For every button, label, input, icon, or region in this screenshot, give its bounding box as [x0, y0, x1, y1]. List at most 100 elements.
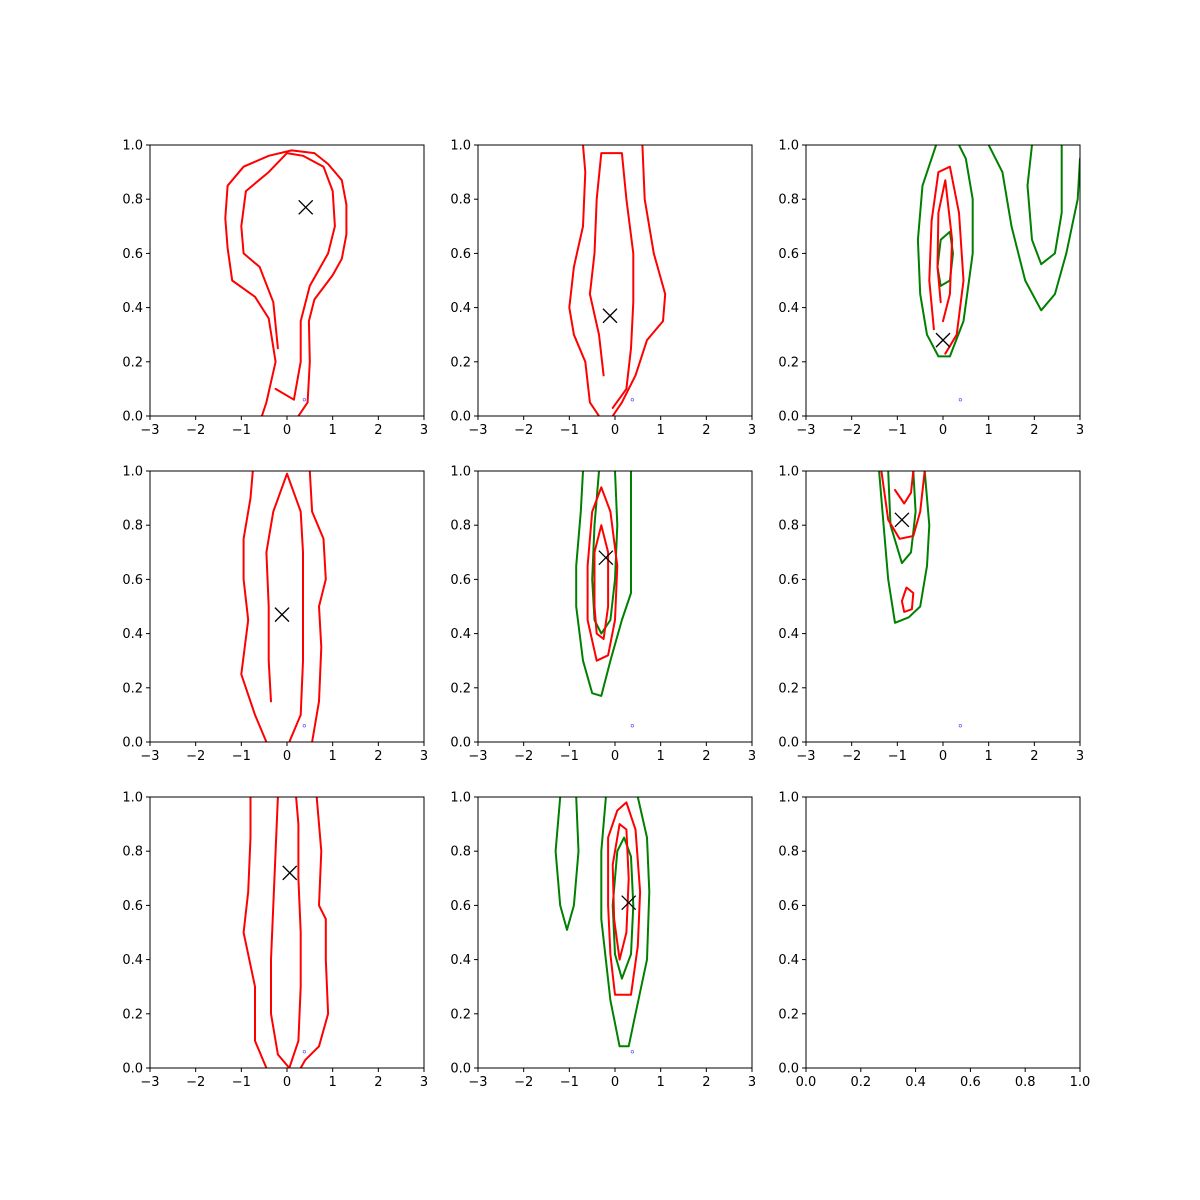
- x-tick-label: 0.0: [796, 1075, 817, 1090]
- small-point: [630, 1050, 634, 1054]
- small-point: [302, 398, 306, 402]
- x-tick-label: 0: [283, 1075, 291, 1090]
- x-tick-label: 3: [748, 1075, 756, 1090]
- x-tick-label: −1: [560, 423, 579, 438]
- x-tick-label: −2: [514, 749, 533, 764]
- y-tick-label: 1.0: [450, 465, 471, 480]
- y-tick-label: 0.6: [122, 247, 143, 262]
- y-tick-label: 0.2: [122, 681, 143, 696]
- x-tick-label: −3: [140, 749, 159, 764]
- axes-frame: [805, 144, 1081, 417]
- red-contour-2: [240, 152, 336, 401]
- plot-area: [554, 797, 651, 1054]
- x-tick-label: 2: [702, 749, 710, 764]
- x-tick-label: −2: [186, 749, 205, 764]
- red-contour-5: [611, 823, 630, 961]
- red-contour-3: [288, 797, 302, 1068]
- red-contour-5: [900, 586, 915, 613]
- x-tick-label: 2: [1030, 749, 1038, 764]
- subplot-4: −3 −2 −1 0 1 2 3 0.0 0.2 0.4 0.6 0.8 1.0: [122, 465, 428, 765]
- plot-area: [568, 145, 667, 416]
- y-tick-label: 0.2: [122, 355, 143, 370]
- red-contour-4: [593, 524, 610, 640]
- x-tick-label: 2: [1030, 423, 1038, 438]
- red-contour-4: [607, 801, 642, 996]
- y-tick-label: 0.2: [778, 681, 799, 696]
- red-contour-2: [611, 145, 667, 416]
- subplot-9: 0.0 0.2 0.4 0.6 0.8 1.0 0.0 0.2 0.4 0.6 0.8 1.0: [778, 791, 1090, 1091]
- x-tick-label: 1: [329, 749, 337, 764]
- x-tick-label: −2: [514, 423, 533, 438]
- x-tick-label: 0.2: [850, 1075, 871, 1090]
- green-contour-2: [887, 471, 917, 565]
- x-tick-label: 0: [283, 749, 291, 764]
- red-contour-1: [240, 471, 268, 742]
- x-tick-label: 1: [657, 1075, 665, 1090]
- x-tick-label: 2: [374, 1075, 382, 1090]
- x-marker: [894, 512, 910, 528]
- y-tick-label: 0.4: [778, 627, 799, 642]
- green-contour-2: [591, 471, 619, 635]
- y-tick-label: 0.8: [122, 845, 143, 860]
- red-contour-3: [586, 486, 619, 662]
- y-tick-label: 0.2: [450, 681, 471, 696]
- y-tick-label: 0.6: [450, 247, 471, 262]
- y-tick-label: 0.4: [450, 301, 471, 316]
- x-tick-label: −1: [560, 749, 579, 764]
- x-tick-label: 0: [939, 423, 947, 438]
- y-tick-label: 1.0: [778, 465, 799, 480]
- y-tick-label: 0.6: [450, 899, 471, 914]
- y-tick-label: 1.0: [778, 139, 799, 154]
- x-tick-label: 0.6: [960, 1075, 981, 1090]
- x-marker: [274, 607, 290, 623]
- y-tick-label: 0.4: [122, 301, 143, 316]
- x-tick-label: −2: [186, 1075, 205, 1090]
- x-tick-label: −3: [468, 1075, 487, 1090]
- x-tick-label: 2: [374, 749, 382, 764]
- y-tick-label: 0.2: [778, 1007, 799, 1022]
- x-tick-label: −1: [888, 423, 907, 438]
- x-tick-label: 2: [374, 423, 382, 438]
- green-contour-1: [575, 471, 632, 697]
- y-tick-label: 0.0: [778, 1062, 799, 1077]
- y-tick-label: 1.0: [122, 791, 143, 806]
- red-contour-6: [936, 179, 954, 323]
- y-tick-label: 0.4: [450, 953, 471, 968]
- x-tick-label: 3: [420, 423, 428, 438]
- x-tick-label: 3: [420, 1075, 428, 1090]
- x-tick-label: −1: [888, 749, 907, 764]
- x-tick-label: 0: [611, 749, 619, 764]
- x-tick-label: 3: [1076, 749, 1084, 764]
- x-tick-label: 2: [702, 423, 710, 438]
- x-tick-label: −3: [796, 749, 815, 764]
- small-point: [958, 724, 962, 728]
- axes-frame: [805, 796, 1081, 1069]
- x-marker: [282, 865, 298, 881]
- y-tick-label: 1.0: [450, 139, 471, 154]
- plot-area: [916, 145, 1080, 402]
- x-tick-label: 2: [702, 1075, 710, 1090]
- y-tick-label: 0.0: [450, 410, 471, 425]
- y-tick-label: 1.0: [122, 465, 143, 480]
- x-marker: [598, 550, 614, 566]
- x-tick-label: −2: [186, 423, 205, 438]
- subplot-6: −3 −2 −1 0 1 2 3 0.0 0.2 0.4 0.6 0.8 1.0: [778, 465, 1084, 765]
- y-tick-label: 0.8: [778, 845, 799, 860]
- x-tick-label: −3: [468, 749, 487, 764]
- x-marker: [298, 199, 314, 215]
- y-tick-label: 0.2: [778, 355, 799, 370]
- y-tick-label: 0.6: [778, 573, 799, 588]
- x-tick-label: −1: [232, 423, 251, 438]
- y-tick-label: 0.8: [450, 193, 471, 208]
- small-point: [630, 398, 634, 402]
- x-tick-label: −1: [560, 1075, 579, 1090]
- y-tick-label: 0.6: [778, 247, 799, 262]
- x-tick-label: −2: [842, 749, 861, 764]
- x-tick-label: 1: [985, 423, 993, 438]
- x-tick-label: −1: [232, 1075, 251, 1090]
- subplot-8: −3 −2 −1 0 1 2 3 0.0 0.2 0.4 0.6 0.8 1.0: [450, 791, 756, 1091]
- y-tick-label: 0.0: [122, 1062, 143, 1077]
- x-tick-label: −2: [514, 1075, 533, 1090]
- x-tick-label: −2: [842, 423, 861, 438]
